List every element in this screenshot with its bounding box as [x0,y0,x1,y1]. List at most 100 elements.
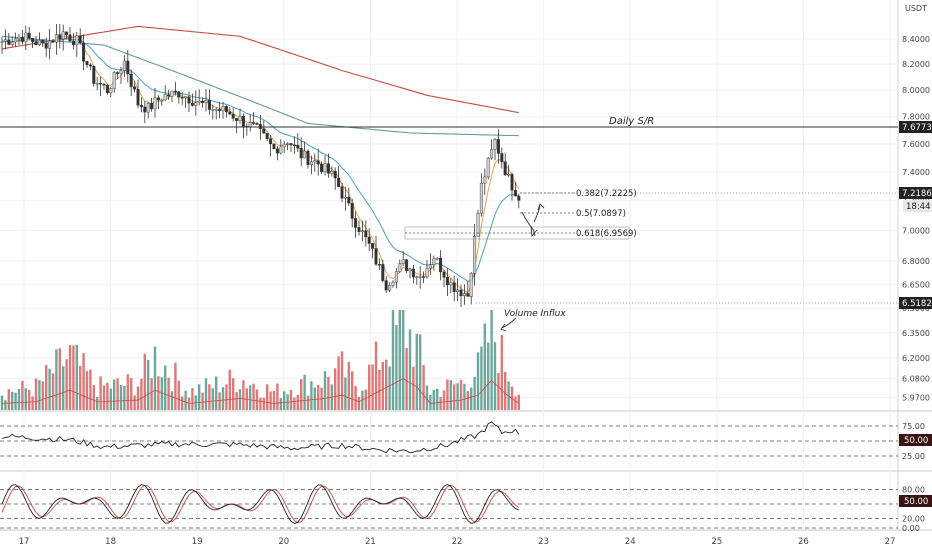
volume-bar [422,365,425,410]
candle-body [286,143,290,145]
candle-body [347,196,351,204]
candle-body [313,160,317,163]
candle-body [238,116,242,121]
candle-body [357,227,361,232]
candle-body [343,196,347,199]
candle-body [364,230,368,238]
volume-bar [347,361,350,410]
volume-bar [85,371,89,410]
candle-body [48,40,52,49]
volume-bar [215,376,218,410]
rsi-indicator [0,421,898,457]
volume-bar [463,383,466,410]
volume-bar [405,347,408,410]
volume-bar [99,376,102,410]
candle-body [129,73,133,87]
candle-body [500,153,504,162]
time-tick-label: 23 [538,537,549,547]
price-tick-label: 7.8000 [902,113,930,122]
candle-body [180,97,184,99]
volume-bar [300,379,303,410]
volume-bar [317,384,320,410]
candle-body [272,143,276,150]
candle-body [184,96,188,99]
volume-bar [170,391,174,410]
time-tick-label: 19 [192,537,203,547]
candle-body [167,94,171,97]
time-axis[interactable]: 17 18 19 20 21 22 23 24 25 26 27 [19,537,896,547]
volume-bar [147,359,150,410]
unit-label: USDT [905,4,927,13]
volume-bar [266,384,269,410]
candle-body [309,161,313,165]
volume-bar [41,381,44,410]
volume-bar [374,341,378,410]
volume-bar [259,397,262,410]
candle-body [187,96,191,104]
volume-bar [368,364,371,410]
volume-bar [466,390,469,410]
candle-body [214,109,218,111]
volume-bar [296,394,299,410]
candle-body [418,276,422,278]
projection-arrows [500,203,545,332]
volume-bar [133,395,136,410]
candle-body [95,83,99,85]
candle-body [377,264,381,266]
candle-body [68,34,72,42]
candle-body [269,138,273,145]
candle-body [14,38,18,43]
candle-body [323,163,327,172]
candle-body [445,276,449,286]
candle-body [452,282,456,292]
volume-bar [279,398,282,410]
volume-bar [504,371,507,410]
volume-bar [476,352,480,410]
volume-bar [174,362,177,410]
volume-bar [242,380,245,410]
candle-body [415,276,419,278]
candle-body [428,264,432,269]
fib-382-label: 0.382(7.2225) [576,189,637,199]
volume-bar [238,389,242,410]
volume-bar [269,391,272,410]
candle-body [44,42,48,49]
candle-body [10,41,14,45]
volume-bar [160,377,163,410]
volume-bar [143,353,146,410]
volume-bar [310,381,313,410]
candle-body [462,293,466,297]
volume-bar [62,366,65,410]
volume-bar [232,378,235,410]
volume-bar [340,351,344,410]
candle-body [235,118,239,121]
volume-bar [272,391,276,410]
candle-body [133,86,137,90]
volume-bar [228,369,231,410]
candle-body [255,123,259,125]
time-tick-label: 22 [452,537,463,547]
rsi-tick-label: 75.00 [902,422,925,431]
candle-body [473,235,477,274]
candle-body [469,273,473,297]
volume-bar [208,384,211,410]
candle-body [262,128,266,134]
candle-body [394,271,398,283]
price-tick-label: 6.3500 [902,329,930,338]
volume-bar [116,378,119,410]
candle-body [228,111,232,115]
time-tick-label: 17 [19,537,30,547]
volume-bar [306,395,310,410]
volume-bar [276,383,279,410]
rsi-tick-label: 25.00 [902,452,925,461]
price-tick-label: 8.4000 [902,35,930,44]
volume-bar [82,353,85,410]
candle-body [0,41,4,43]
candle-body [405,259,409,272]
volume-bar [31,396,34,410]
price-tick-label: 7.0000 [902,226,930,235]
time-tick-label: 21 [365,537,376,547]
volume-bar [517,394,520,410]
volume-bar [249,385,252,410]
